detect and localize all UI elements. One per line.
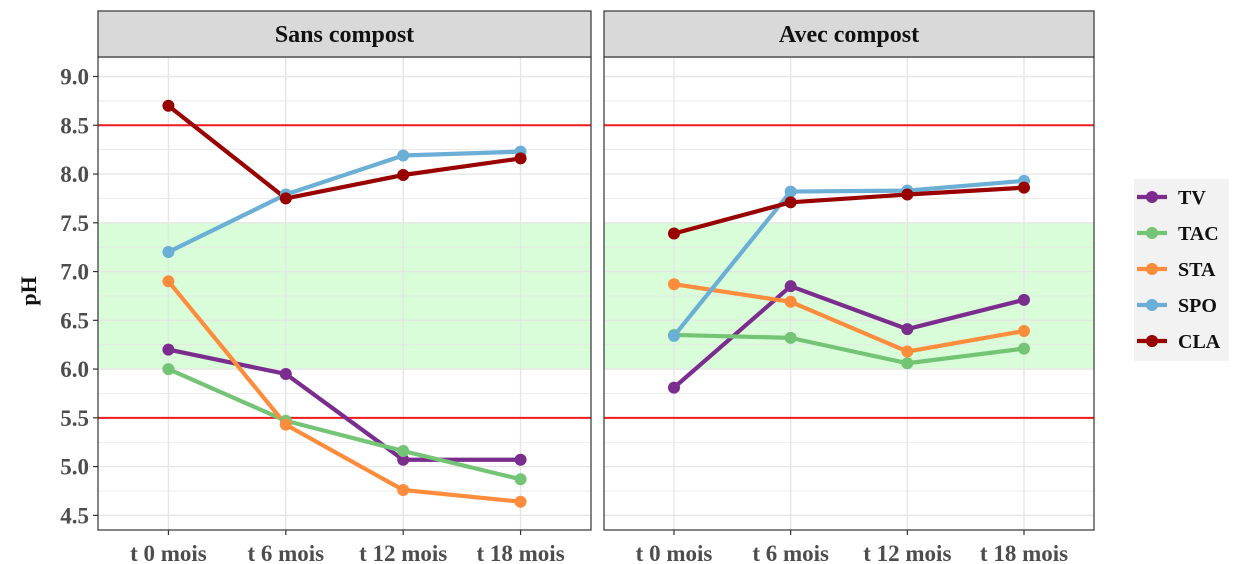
data-point-tv xyxy=(397,453,410,466)
panel-title: Avec compost xyxy=(779,22,919,48)
x-tick-label: t 6 mois xyxy=(752,541,829,564)
y-tick-label: 5.0 xyxy=(60,455,89,480)
series-line-spo xyxy=(671,178,1027,339)
series-line-tac xyxy=(166,366,523,482)
legend-swatch-point xyxy=(1146,263,1158,275)
data-point-sta xyxy=(514,495,527,508)
y-tick-label: 6.5 xyxy=(60,308,89,333)
data-point-tac xyxy=(901,357,914,370)
legend-item-tv: TV xyxy=(1137,187,1206,209)
panel-2: Avec compost t 0 mois t 6 mois t 12 mois t 1… xyxy=(603,10,1095,564)
panel-title: Sans compost xyxy=(275,22,414,48)
data-point-tv xyxy=(784,280,797,293)
legend-label: CLA xyxy=(1178,331,1221,353)
chart-panels: Sans compost t 0 mois t 6 mois t 12 mois t 1… xyxy=(97,10,1095,564)
data-point-tac xyxy=(162,363,175,376)
data-point-tv xyxy=(162,343,175,356)
data-point-cla xyxy=(901,188,914,201)
y-tick-label: 5.5 xyxy=(60,406,89,431)
data-point-cla xyxy=(668,227,680,240)
data-point-sta xyxy=(668,278,680,291)
x-tick-label: t 12 mois xyxy=(863,541,951,564)
y-axis: 4.5 5.0 5.5 6.0 6.5 7.0 7.5 8.0 8.5 9.0 xyxy=(60,65,98,528)
data-point-tac xyxy=(1018,342,1030,355)
data-point-tv xyxy=(279,367,292,380)
data-point-tac xyxy=(784,331,797,344)
panel-strip xyxy=(97,10,592,58)
y-axis-label: pH xyxy=(16,276,41,305)
legend-item-cla: CLA xyxy=(1137,331,1221,353)
data-point-spo xyxy=(668,329,680,342)
data-point-tv xyxy=(668,381,680,394)
x-tick-label: t 18 mois xyxy=(980,541,1068,564)
y-tick-label: 4.5 xyxy=(60,503,89,528)
data-point-tv xyxy=(1018,293,1030,306)
panel-strip xyxy=(603,10,1095,58)
data-point-sta xyxy=(162,275,175,288)
data-point-spo xyxy=(397,149,410,162)
data-point-spo xyxy=(162,246,175,259)
data-point-spo xyxy=(784,185,797,198)
legend-swatch-point xyxy=(1146,299,1158,311)
legend-label: SPO xyxy=(1178,295,1217,317)
series-line-cla xyxy=(671,185,1027,236)
legend-swatch-point xyxy=(1146,191,1158,203)
x-tick-label: t 0 mois xyxy=(130,541,207,564)
y-tick-label: 7.0 xyxy=(60,260,89,285)
legend-item-tac: TAC xyxy=(1137,223,1219,245)
data-point-tac xyxy=(397,445,410,458)
x-tick-label: t 6 mois xyxy=(247,541,324,564)
legend-item-sta: STA xyxy=(1137,259,1216,281)
data-point-sta xyxy=(784,295,797,308)
data-point-cla xyxy=(162,99,175,112)
data-point-tac xyxy=(514,473,527,486)
series-line-tac xyxy=(671,332,1027,366)
legend-label: STA xyxy=(1178,259,1216,281)
data-point-sta xyxy=(397,484,410,497)
legend-swatch-point xyxy=(1146,335,1158,347)
data-point-cla xyxy=(1018,181,1030,194)
y-tick-label: 8.0 xyxy=(60,162,89,187)
y-tick-label: 7.5 xyxy=(60,211,89,236)
data-point-sta xyxy=(279,418,292,431)
series-line-cla xyxy=(166,103,523,201)
series-line-spo xyxy=(166,149,523,255)
series-line-sta xyxy=(671,282,1027,354)
panel-1: Sans compost t 0 mois t 6 mois t 12 mois t 1… xyxy=(97,10,592,564)
data-point-cla xyxy=(784,196,797,209)
series-line-sta xyxy=(166,279,523,504)
x-tick-label: t 18 mois xyxy=(476,541,564,564)
data-point-cla xyxy=(514,152,527,165)
data-point-cla xyxy=(279,192,292,205)
data-point-sta xyxy=(901,345,914,358)
data-point-cla xyxy=(397,169,410,182)
x-tick-label: t 12 mois xyxy=(359,541,447,564)
legend: TV TAC STA SPO CLA xyxy=(1134,179,1229,361)
x-tick-label: t 0 mois xyxy=(636,541,713,564)
y-tick-label: 6.0 xyxy=(60,357,89,382)
y-tick-label: 8.5 xyxy=(60,113,89,138)
data-point-tv xyxy=(514,453,527,466)
y-tick-label: 9.0 xyxy=(60,65,89,90)
legend-swatch-point xyxy=(1146,227,1158,239)
legend-label: TAC xyxy=(1178,223,1219,245)
series-line-tv xyxy=(166,347,523,462)
legend-label: TV xyxy=(1178,187,1206,209)
legend-item-spo: SPO xyxy=(1137,295,1217,317)
data-point-sta xyxy=(1018,325,1030,338)
data-point-tv xyxy=(901,323,914,336)
